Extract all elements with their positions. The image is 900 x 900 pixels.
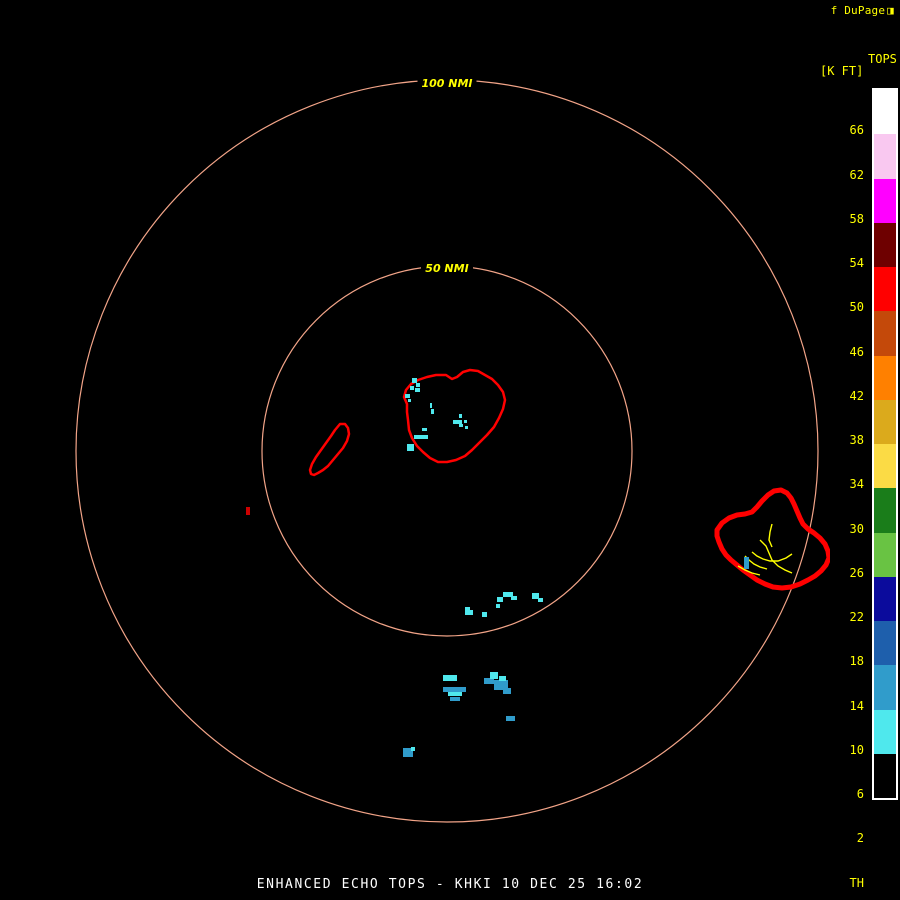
echo-cell xyxy=(465,607,470,615)
echo-cell xyxy=(431,409,434,414)
echo-cell xyxy=(407,444,414,451)
colorbar-tick-label: 66 xyxy=(849,123,864,138)
echo-cell xyxy=(412,378,417,383)
echo-cell xyxy=(415,388,420,392)
colorbar-tick-label: 50 xyxy=(849,300,864,315)
echo-cell xyxy=(538,598,543,602)
echo-cell xyxy=(408,399,411,402)
echo-cell xyxy=(443,675,457,681)
colorbar-tick-label: 42 xyxy=(849,388,864,403)
echo-cell xyxy=(414,435,428,439)
provider-logo-icon: ◨ xyxy=(887,4,894,17)
echo-cell xyxy=(422,428,427,431)
colorbar-tick-label: 22 xyxy=(849,610,864,624)
echo-cell xyxy=(465,426,468,429)
echo-cell xyxy=(459,424,463,427)
echo-cell xyxy=(411,747,415,751)
colorbar-tick-label: 34 xyxy=(849,477,864,492)
colorbar-segment xyxy=(874,709,896,754)
island-outline xyxy=(714,487,830,591)
echo-cell xyxy=(499,676,506,681)
colorbar-tick-label: 18 xyxy=(849,654,864,669)
colorbar-segment xyxy=(874,355,896,400)
radar-plot[interactable]: 100 NMI 50 NMI xyxy=(0,0,830,880)
radar-background xyxy=(0,0,830,880)
island-outline xyxy=(308,422,351,477)
colorbar-segment xyxy=(874,267,896,312)
range-rings xyxy=(75,78,819,823)
colorbar-tick-label: 14 xyxy=(849,698,864,713)
colorbar-segment xyxy=(874,753,896,798)
echo-cell xyxy=(443,687,466,692)
road-line xyxy=(737,565,761,576)
radar-site-marker xyxy=(246,507,250,515)
echo-cell xyxy=(503,592,513,597)
road-line xyxy=(759,539,793,574)
echo-cell xyxy=(494,680,508,690)
echo-cell xyxy=(744,557,749,569)
echo-cell xyxy=(450,697,460,701)
colorbar-segment xyxy=(874,532,896,577)
echo-cell xyxy=(430,403,432,408)
echo-cell xyxy=(532,593,539,599)
colorbar-tick-label: TH xyxy=(849,875,864,890)
echo-cell xyxy=(497,597,503,602)
echo-cell xyxy=(403,748,413,757)
island-outline xyxy=(402,368,507,464)
colorbar-tick-label: 38 xyxy=(849,433,864,447)
echo-cell xyxy=(503,688,511,694)
echo-cell xyxy=(482,612,487,617)
label-backing xyxy=(417,78,477,92)
colorbar-tick-label: 30 xyxy=(849,521,864,536)
echo-cell xyxy=(410,386,414,390)
range-ring-labels: 100 NMI 50 NMI xyxy=(421,77,472,275)
range-ring-label: 50 NMI xyxy=(425,262,468,275)
echo-cell xyxy=(416,383,420,387)
colorbar-segment xyxy=(874,665,896,710)
echo-cell xyxy=(506,716,515,721)
colorbar-tick-label: 6 xyxy=(856,787,864,801)
colorbar-tick-label: 46 xyxy=(849,344,864,359)
range-ring-label: 100 NMI xyxy=(421,77,472,90)
colorbar-segment xyxy=(874,399,896,444)
colorbar-tick-label: 2 xyxy=(856,831,864,846)
colorbar-segment xyxy=(874,222,896,267)
colorbar-tick-label: 26 xyxy=(849,565,864,580)
road-line xyxy=(751,551,793,562)
echo-cell xyxy=(405,394,410,398)
colorbar-segment xyxy=(874,90,896,135)
site-marker-dot xyxy=(246,507,250,515)
echo-cell xyxy=(459,414,462,418)
coastline-layer xyxy=(308,368,830,591)
colorbar-tick-label: 58 xyxy=(849,211,864,226)
colorbar-segment xyxy=(874,444,896,489)
echo-cell xyxy=(464,420,467,423)
legend-title-units: [K FT] xyxy=(820,64,864,78)
label-backing xyxy=(421,263,473,277)
colorbar-tick-label: 10 xyxy=(849,742,864,757)
echo-cell xyxy=(496,604,500,608)
colorbar-segment xyxy=(874,576,896,621)
colorbar-segment xyxy=(874,311,896,356)
colorbar-segment xyxy=(874,134,896,179)
echo-layer xyxy=(403,378,749,757)
echo-cell xyxy=(453,420,462,424)
echo-cell xyxy=(511,596,517,600)
echo-cell xyxy=(484,678,494,684)
colorbar[interactable] xyxy=(872,88,898,800)
product-caption: ENHANCED ECHO TOPS - KHKI 10 DEC 25 16:0… xyxy=(256,877,644,892)
echo-cell xyxy=(448,692,462,696)
colorbar-segment xyxy=(874,178,896,223)
road-line xyxy=(768,523,773,548)
echo-cell xyxy=(470,610,473,615)
colorbar-tick-label: 62 xyxy=(849,167,864,182)
colorbar-segment xyxy=(874,621,896,666)
echo-cell xyxy=(490,672,498,679)
colorbar-legend: TOPS [K FT] 66 62 58 54 50 46 42 38 34 30 26 22 18 14… xyxy=(806,52,900,889)
colorbar-tick-label: 54 xyxy=(849,256,864,270)
legend-title-tops: TOPS xyxy=(868,52,897,66)
colorbar-segment xyxy=(874,488,896,533)
